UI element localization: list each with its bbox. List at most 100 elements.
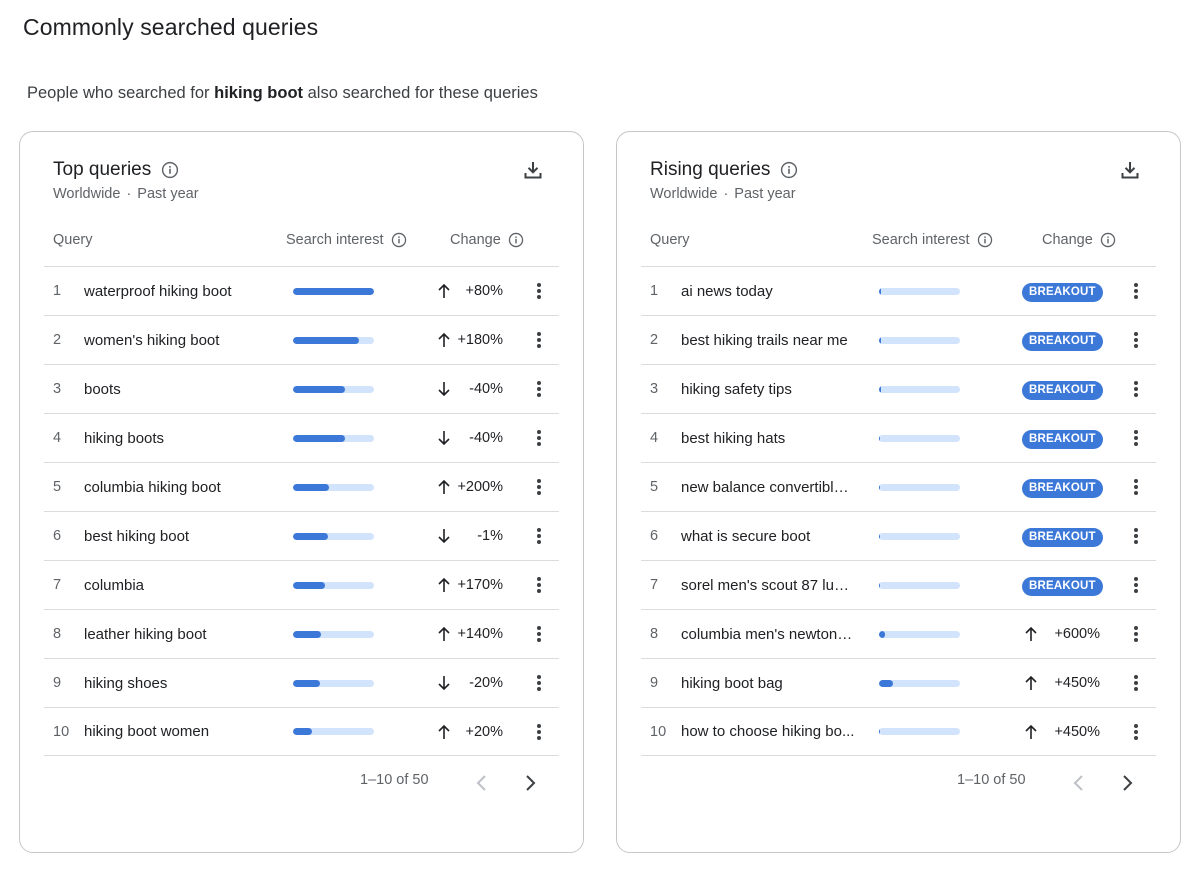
row-query[interactable]: women's hiking boot (84, 331, 220, 349)
more-vert-icon[interactable] (1130, 428, 1142, 448)
table-row[interactable]: 2 best hiking trails near me BREAKOUT (641, 315, 1156, 364)
row-rank: 9 (650, 675, 659, 691)
info-icon[interactable] (977, 232, 993, 248)
table-row[interactable]: 3 boots -40% (44, 364, 559, 413)
breakout-badge: BREAKOUT (1022, 528, 1103, 547)
column-header-query: Query (53, 232, 93, 248)
row-rank: 5 (53, 479, 62, 495)
row-query[interactable]: columbia men's newton r... (681, 625, 856, 643)
table-row[interactable]: 1 ai news today BREAKOUT (641, 266, 1156, 315)
more-vert-icon[interactable] (533, 281, 545, 301)
table-row[interactable]: 10 how to choose hiking bo... +450% (641, 707, 1156, 756)
search-interest-bar (293, 630, 374, 638)
table-row[interactable]: 3 hiking safety tips BREAKOUT (641, 364, 1156, 413)
table-row[interactable]: 2 women's hiking boot +180% (44, 315, 559, 364)
row-query[interactable]: hiking boots (84, 429, 165, 447)
row-query[interactable]: best hiking hats (681, 429, 786, 447)
arrow-up-icon (1025, 675, 1037, 690)
more-vert-icon[interactable] (1130, 673, 1142, 693)
row-query[interactable]: leather hiking boot (84, 625, 207, 643)
table-row[interactable]: 7 columbia +170% (44, 560, 559, 609)
table-row[interactable]: 6 what is secure boot BREAKOUT (641, 511, 1156, 560)
row-query[interactable]: hiking boot women (84, 723, 210, 740)
breakout-badge: BREAKOUT (1022, 577, 1103, 596)
info-icon[interactable] (508, 232, 524, 248)
row-rank: 10 (650, 723, 667, 740)
table-row[interactable]: 5 columbia hiking boot +200% (44, 462, 559, 511)
more-vert-icon[interactable] (533, 379, 545, 399)
table-row[interactable]: 4 best hiking hats BREAKOUT (641, 413, 1156, 462)
arrow-up-icon (1025, 724, 1037, 739)
more-vert-icon[interactable] (1130, 330, 1142, 350)
search-interest-fill (879, 385, 881, 393)
more-vert-icon[interactable] (1130, 526, 1142, 546)
row-query[interactable]: hiking safety tips (681, 380, 792, 398)
more-vert-icon[interactable] (533, 330, 545, 350)
info-icon[interactable] (391, 232, 407, 248)
search-interest-bar (293, 287, 374, 295)
table-row[interactable]: 1 waterproof hiking boot +80% (44, 266, 559, 315)
row-query[interactable]: what is secure boot (681, 527, 811, 545)
more-vert-icon[interactable] (1130, 379, 1142, 399)
more-dot (1134, 344, 1138, 348)
table-row[interactable]: 4 hiking boots -40% (44, 413, 559, 462)
row-query[interactable]: boots (84, 380, 121, 398)
row-query[interactable]: hiking shoes (84, 674, 168, 692)
more-dot (537, 430, 541, 434)
table-row[interactable]: 7 sorel men's scout 87 lux ... BREAKOUT (641, 560, 1156, 609)
more-vert-icon[interactable] (533, 722, 545, 742)
more-vert-icon[interactable] (1130, 624, 1142, 644)
search-interest-bar (879, 532, 960, 540)
row-query[interactable]: columbia (84, 576, 145, 594)
more-vert-icon[interactable] (533, 575, 545, 595)
row-query[interactable]: columbia hiking boot (84, 478, 221, 496)
download-icon[interactable] (1118, 158, 1142, 182)
info-icon[interactable] (780, 161, 798, 179)
breakout-badge: BREAKOUT (1022, 283, 1103, 302)
more-dot (1134, 436, 1138, 440)
more-vert-icon[interactable] (533, 526, 545, 546)
more-vert-icon[interactable] (1130, 477, 1142, 497)
row-query[interactable]: hiking boot bag (681, 674, 783, 692)
row-query[interactable]: sorel men's scout 87 lux ... (681, 576, 856, 594)
more-vert-icon[interactable] (1130, 281, 1142, 301)
more-dot (537, 295, 541, 299)
info-icon[interactable] (161, 161, 179, 179)
search-interest-fill (879, 532, 881, 540)
table-row[interactable]: 8 leather hiking boot +140% (44, 609, 559, 658)
table-row[interactable]: 8 columbia men's newton r... +600% (641, 609, 1156, 658)
more-vert-icon[interactable] (533, 624, 545, 644)
more-dot (537, 681, 541, 685)
row-rank: 2 (53, 332, 62, 348)
chevron-left-icon[interactable] (473, 773, 491, 793)
more-dot (537, 577, 541, 581)
row-query[interactable]: how to choose hiking bo... (681, 723, 855, 740)
info-icon[interactable] (1100, 232, 1116, 248)
row-query[interactable]: best hiking trails near me (681, 331, 848, 349)
row-query[interactable]: waterproof hiking boot (84, 282, 232, 300)
more-vert-icon[interactable] (533, 428, 545, 448)
arrow-up-icon (438, 626, 450, 641)
row-rank: 8 (53, 626, 62, 642)
chevron-right-icon[interactable] (521, 773, 539, 793)
download-icon[interactable] (521, 158, 545, 182)
chevron-left-icon[interactable] (1070, 773, 1088, 793)
more-dot (1134, 289, 1138, 293)
search-interest-bar (293, 532, 374, 540)
row-query[interactable]: best hiking boot (84, 527, 190, 545)
more-vert-icon[interactable] (533, 673, 545, 693)
more-vert-icon[interactable] (533, 477, 545, 497)
more-vert-icon[interactable] (1130, 575, 1142, 595)
table-row[interactable]: 10 hiking boot women +20% (44, 707, 559, 756)
table-row[interactable]: 9 hiking boot bag +450% (641, 658, 1156, 707)
row-query[interactable]: ai news today (681, 282, 773, 300)
row-query[interactable]: new balance convertible ... (681, 478, 856, 496)
table-row[interactable]: 5 new balance convertible ... BREAKOUT (641, 462, 1156, 511)
chevron-right-icon[interactable] (1118, 773, 1136, 793)
more-dot (537, 332, 541, 336)
breakout-badge: BREAKOUT (1022, 479, 1103, 498)
more-dot (1134, 479, 1138, 483)
more-vert-icon[interactable] (1130, 722, 1142, 742)
table-row[interactable]: 9 hiking shoes -20% (44, 658, 559, 707)
table-row[interactable]: 6 best hiking boot -1% (44, 511, 559, 560)
